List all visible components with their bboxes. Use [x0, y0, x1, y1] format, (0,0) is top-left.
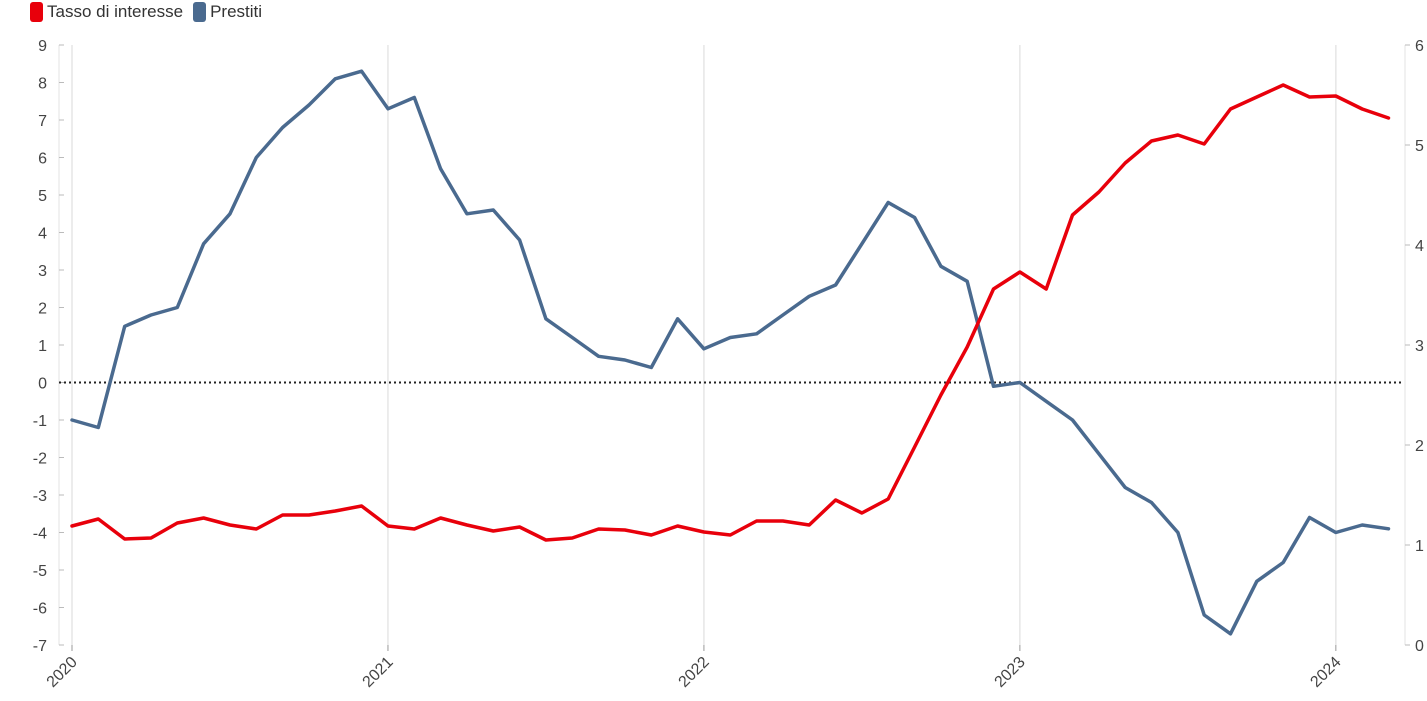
x-tick-label-2024: 2024: [1307, 654, 1344, 691]
series-line-prestiti: [70, 69, 1391, 636]
y-right-tick-label: 1: [1415, 538, 1424, 555]
y-left-tick-label: 5: [38, 188, 47, 205]
y-left-tick-label: 1: [38, 338, 47, 355]
legend-swatch-prestiti: [193, 2, 207, 22]
y-axis-right: 6 5 4 3 2 1 0: [1405, 38, 1424, 655]
y-left-tick-label: -4: [33, 526, 47, 543]
y-right-tick-label: 5: [1415, 138, 1424, 155]
y-right-tick-label: 6: [1415, 38, 1424, 55]
legend: Tasso di interesse Prestiti: [30, 2, 272, 22]
y-left-tick-label: 2: [38, 301, 47, 318]
y-left-tick-label: -7: [33, 638, 47, 655]
x-axis: 2020 2021 2022 2023 2024: [44, 645, 1345, 691]
y-right-tick-label: 4: [1415, 238, 1424, 255]
y-left-tick-label: 0: [38, 376, 47, 393]
x-tick-label-2023: 2023: [992, 654, 1029, 691]
y-left-tick-label: 6: [38, 151, 47, 168]
x-tick-label-2021: 2021: [360, 654, 397, 691]
legend-label-tasso: Tasso di interesse: [47, 2, 184, 21]
series-lines: [70, 69, 1391, 636]
y-left-tick-label: 4: [38, 226, 47, 243]
legend-item-tasso[interactable]: Tasso di interesse: [30, 2, 183, 22]
y-left-tick-label: -1: [33, 413, 47, 430]
y-right-tick-label: 0: [1415, 638, 1424, 655]
legend-swatch-tasso: [30, 2, 43, 22]
legend-label-prestiti: Prestiti: [210, 2, 263, 21]
y-left-tick-label: -6: [33, 601, 47, 618]
x-tick-label-2022: 2022: [676, 654, 713, 691]
y-right-tick-label: 3: [1415, 338, 1424, 355]
y-left-tick-label: 9: [38, 38, 47, 55]
legend-item-prestiti[interactable]: Prestiti: [193, 2, 262, 22]
grid-lines: [58, 45, 1406, 645]
y-right-tick-label: 2: [1415, 438, 1424, 455]
y-left-tick-label: 7: [38, 113, 47, 130]
y-left-tick-label: -5: [33, 563, 47, 580]
series-line-tasso: [70, 83, 1391, 542]
x-tick-label-2020: 2020: [44, 654, 81, 691]
y-left-tick-label: -3: [33, 488, 47, 505]
y-left-tick-label: -2: [33, 451, 47, 468]
y-left-tick-label: 8: [38, 76, 47, 93]
y-axis-left: 9 8 7 6 5 4 3 2 1 0 -1 -2 -3 -4 -5 -6 -7: [33, 38, 64, 655]
y-left-tick-label: 3: [38, 263, 47, 280]
